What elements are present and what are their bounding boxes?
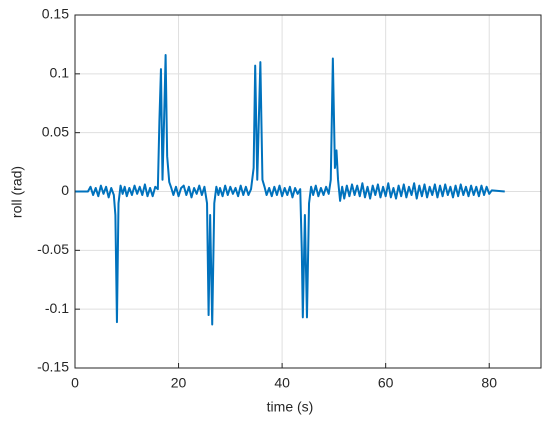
x-tick-label: 80: [481, 375, 497, 391]
y-tick-label: 0.05: [42, 123, 69, 139]
x-tick-label: 20: [171, 375, 187, 391]
y-tick-label: 0: [61, 182, 69, 198]
y-tick-label: -0.1: [45, 300, 69, 316]
y-tick-label: 0.1: [50, 65, 70, 81]
y-axis-label: roll (rad): [9, 166, 25, 218]
axes-box: [74, 14, 542, 369]
x-tick-label: 0: [71, 375, 79, 391]
x-axis-label: time (s): [267, 399, 314, 415]
y-tick-label: -0.15: [37, 359, 69, 375]
x-tick-label: 60: [378, 375, 394, 391]
y-tick-label: -0.05: [37, 241, 69, 257]
x-tick-label: 40: [274, 375, 290, 391]
y-tick-label: 0.15: [42, 6, 69, 22]
data-line: [75, 54, 505, 326]
